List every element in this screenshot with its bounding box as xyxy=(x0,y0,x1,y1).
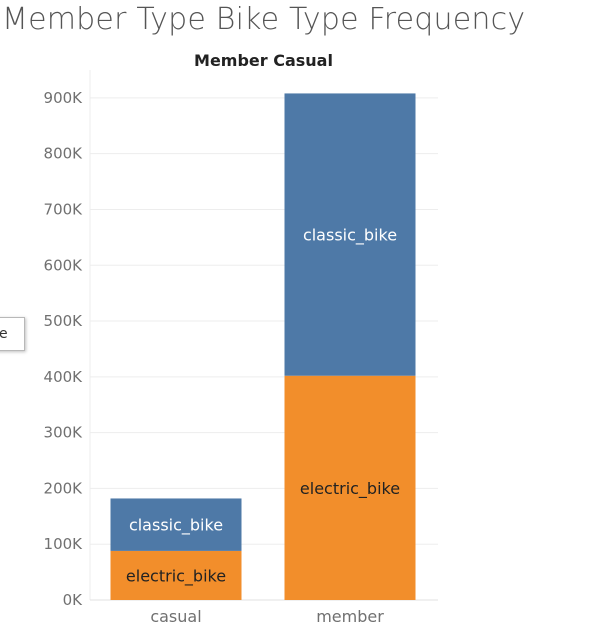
bar-segment-label: electric_bike xyxy=(126,566,226,586)
bar-segment-casual-classic-bike[interactable] xyxy=(110,498,242,551)
bar-segment-label: classic_bike xyxy=(129,516,223,536)
y-tick-label: 200K xyxy=(44,479,84,497)
y-tick-label: 600K xyxy=(44,256,84,274)
y-tick-label: 100K xyxy=(44,535,84,553)
x-category-label: member xyxy=(316,607,384,626)
y-tick-label: 700K xyxy=(44,200,84,218)
y-tick-label: 0K xyxy=(63,591,84,609)
bars: electric_bikeclassic_bikeelectric_bikecl… xyxy=(110,93,416,600)
bar-segment-casual-electric-bike[interactable] xyxy=(110,550,242,600)
tooltip-fragment: e xyxy=(0,317,25,351)
y-tick-label: 300K xyxy=(44,424,84,442)
bar-segment-member-electric-bike[interactable] xyxy=(284,375,416,600)
x-axis: casual member xyxy=(150,607,384,626)
x-category-label: casual xyxy=(150,607,201,626)
y-tick-label: 500K xyxy=(44,312,84,330)
y-axis: 0K 100K 200K 300K 400K 500K 600K 700K 800K 900K xyxy=(44,89,84,609)
bar-segment-member-classic-bike[interactable] xyxy=(284,93,416,376)
tooltip-fragment-text: e xyxy=(0,326,8,342)
y-tick-label: 800K xyxy=(44,145,84,163)
chart-title: Member Type Bike Type Frequency xyxy=(2,2,526,37)
y-tick-label: 900K xyxy=(44,89,84,107)
chart-subtitle: Member Casual xyxy=(194,51,333,70)
bar-segment-label: electric_bike xyxy=(300,479,400,499)
y-tick-label: 400K xyxy=(44,368,84,386)
bar-segment-label: classic_bike xyxy=(303,226,397,246)
